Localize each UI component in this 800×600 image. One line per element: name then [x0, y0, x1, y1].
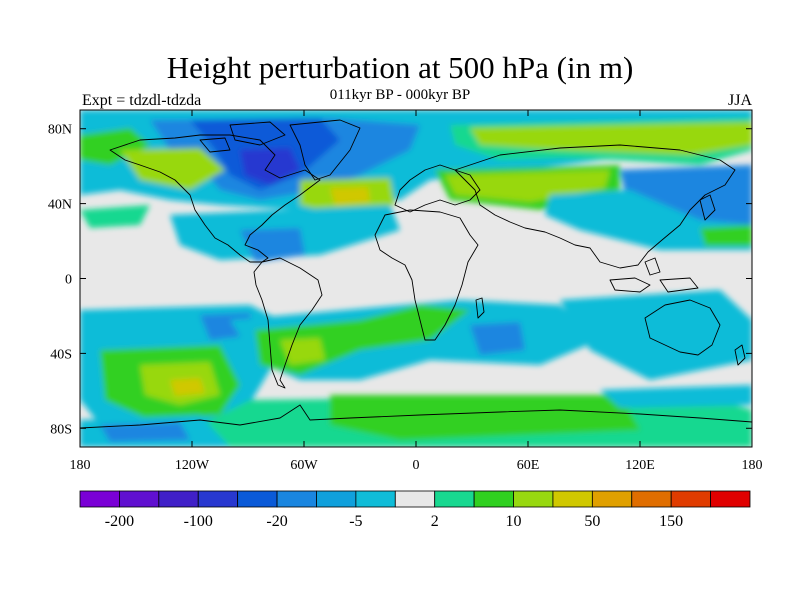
x-tick-label: 180	[70, 458, 91, 473]
colorbar-swatch	[710, 490, 751, 508]
new-zealand-coast	[734, 344, 746, 366]
colorbar-label: -100	[184, 513, 213, 530]
europe-coast	[394, 164, 481, 213]
colorbar-swatch	[79, 490, 120, 508]
colorbar-swatch	[276, 490, 317, 508]
colorbar-swatch	[591, 490, 633, 508]
africa-coast	[374, 209, 479, 341]
x-tick-label: 120E	[625, 458, 655, 473]
asia-coast	[454, 144, 736, 269]
y-tick-label: 0	[65, 273, 72, 288]
anomaly-region	[600, 385, 752, 408]
colorbar-swatch	[631, 490, 672, 508]
experiment-label: Expt = tdzdl-tdzda	[82, 92, 202, 109]
colorbar-swatch	[316, 490, 357, 508]
colorbar-swatch	[158, 490, 199, 508]
north-america-coast	[109, 134, 321, 263]
anomaly-region	[700, 225, 752, 246]
colorbar-swatch	[552, 490, 593, 508]
colorbar-swatch	[394, 490, 436, 508]
colorbar-swatch	[197, 490, 239, 508]
latitude-axis: 80N 40N 0 40S 80S	[48, 123, 752, 437]
colorbar-swatch	[355, 490, 396, 508]
colorbar-swatch	[670, 490, 711, 508]
map-subtitle: 011kyr BP - 000kyr BP	[329, 87, 471, 103]
y-tick-label: 80N	[48, 123, 72, 138]
x-tick-label: 60E	[517, 458, 540, 473]
japan-coast	[699, 194, 716, 221]
x-tick-label: 0	[413, 458, 420, 473]
map-title: Height perturbation at 500 hPa (in m)	[166, 50, 634, 85]
anomaly-region	[100, 422, 190, 442]
anomaly-region	[240, 228, 305, 262]
y-tick-label: 40S	[50, 347, 72, 362]
map-plot: 180 120W 60W 0 60E 120E 180 80N 40N 0 40S 80S	[48, 109, 763, 473]
indonesia-coast	[609, 257, 699, 293]
longitude-axis: 180 120W 60W 0 60E 120E 180	[70, 110, 763, 473]
anomaly-region	[80, 128, 150, 165]
greenland-coast	[289, 119, 361, 181]
colorbar-label: 10	[506, 513, 522, 530]
arctic-islands-coast	[199, 121, 286, 153]
x-tick-label: 60W	[290, 458, 318, 473]
anomaly-region	[170, 378, 205, 396]
season-label: JJA	[727, 92, 752, 109]
anomaly-region	[560, 290, 752, 380]
colorbar-label: 50	[584, 513, 600, 530]
colorbar-label: -20	[266, 513, 287, 530]
australia-coast	[644, 299, 721, 356]
y-tick-label: 40N	[48, 198, 72, 213]
colorbar-swatch	[513, 490, 554, 508]
anomaly-region	[545, 190, 752, 250]
coastlines	[80, 119, 752, 429]
antarctica-coast	[80, 404, 752, 429]
anomaly-region	[470, 322, 525, 355]
x-tick-label: 180	[742, 458, 763, 473]
colorbar-swatch	[119, 490, 160, 508]
anomaly-region	[330, 187, 370, 205]
colorbar-label: 150	[659, 513, 683, 530]
madagascar-coast	[475, 297, 485, 319]
anomaly-region	[80, 205, 150, 228]
y-tick-label: 80S	[50, 422, 72, 437]
colorbar-label: 2	[431, 513, 439, 530]
colorbar: -200 -100 -20 -5 2 10 50 150	[79, 490, 751, 530]
anomaly-region	[470, 122, 752, 155]
colorbar-label: -5	[349, 513, 362, 530]
south-america-coast	[253, 257, 323, 389]
colorbar-swatch	[434, 490, 475, 508]
colorbar-label: -200	[105, 513, 134, 530]
x-tick-label: 120W	[175, 458, 210, 473]
colorbar-swatch	[237, 490, 278, 508]
anomaly-region	[280, 338, 325, 365]
anomaly-region	[240, 148, 300, 185]
anomaly-region	[120, 148, 225, 190]
anomaly-region	[330, 395, 640, 440]
colorbar-swatch	[473, 490, 514, 508]
